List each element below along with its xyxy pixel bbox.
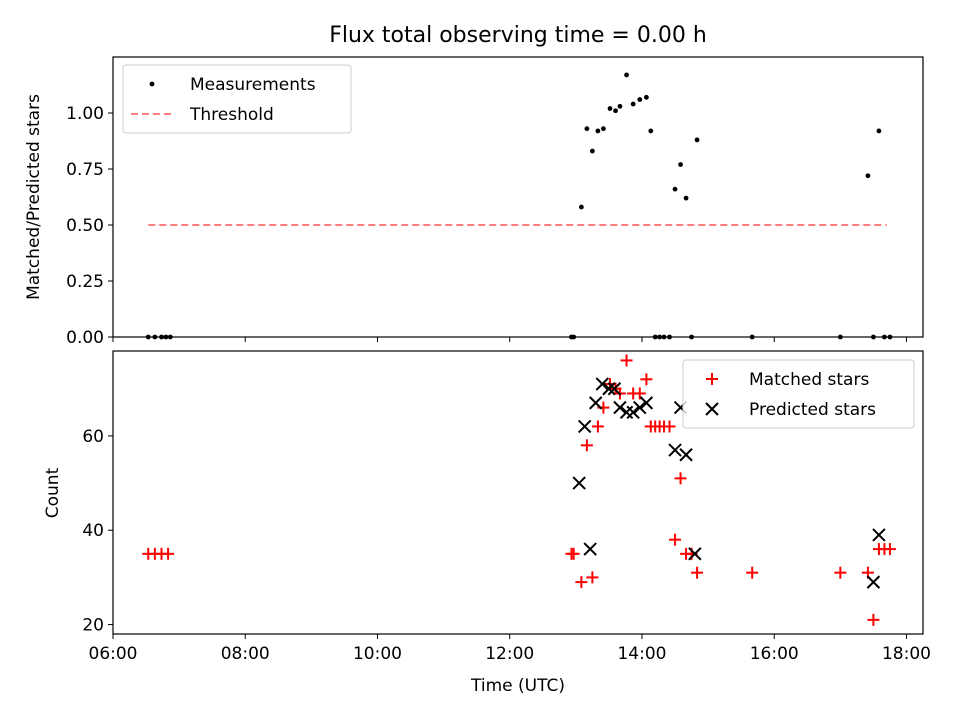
predicted-star-point [688, 547, 702, 561]
measurement-point [601, 126, 606, 132]
predicted-star-point [572, 476, 586, 490]
measurement-point [672, 186, 678, 192]
predicted-star-point [866, 575, 881, 589]
predicted-star-point [872, 528, 886, 542]
figure-title: Flux total observing time = 0.00 h [329, 23, 707, 48]
matched-star-point [162, 547, 175, 560]
matched-star-point [867, 613, 880, 626]
measurement-point [607, 106, 613, 111]
top-legend-frame [122, 64, 352, 134]
bottom-panel-frame [112, 350, 924, 635]
matched-star-point [633, 387, 646, 400]
legend-marker-predicted-stars [705, 402, 719, 416]
y-tick-label: 0.50 [66, 216, 104, 236]
matched-star-point [663, 420, 676, 433]
top-panel-y-axis-label: Matched/Predicted stars [24, 94, 44, 300]
measurement-point [595, 128, 601, 134]
predicted-star-point [679, 448, 693, 462]
measurement-point [630, 101, 636, 107]
y-tick-label: 0.00 [66, 328, 104, 348]
top-panel-frame [112, 56, 924, 338]
y-tick-label: 0.75 [66, 160, 104, 180]
predicted-star-point [607, 382, 622, 396]
legend-marker-measurements [149, 81, 155, 87]
measurement-point [683, 195, 689, 201]
predicted-star-point [595, 377, 610, 391]
predicted-star-point [577, 419, 592, 434]
x-tick-label: 08:00 [221, 644, 270, 664]
measurement-point [648, 128, 654, 134]
matched-star-point [746, 566, 759, 579]
measurement-point [578, 204, 584, 210]
x-tick-label: 12:00 [485, 644, 534, 664]
y-tick-label: 20 [82, 616, 104, 636]
predicted-star-point [602, 382, 616, 396]
y-tick-label: 0.25 [66, 272, 104, 292]
predicted-star-point [639, 396, 654, 410]
legend-label-measurements: Measurements [190, 75, 316, 95]
measurement-point [617, 103, 623, 109]
x-tick-label: 10:00 [353, 644, 402, 664]
x-tick-label: 06:00 [89, 644, 138, 664]
measurement-point [637, 97, 643, 102]
predicted-star-point [626, 405, 640, 420]
measurement-point [613, 108, 618, 114]
bottom-panel-y-axis-label: Count [43, 467, 63, 518]
predicted-star-point [613, 400, 627, 415]
matched-star-point [567, 547, 580, 560]
matched-star-point [640, 373, 653, 386]
y-tick-label: 40 [82, 521, 104, 541]
y-tick-label: 1.00 [66, 104, 104, 124]
matched-star-point [669, 533, 682, 546]
matched-star-point [591, 420, 604, 433]
legend-label-matched-stars: Matched stars [749, 370, 869, 390]
y-tick-label: 60 [82, 427, 104, 447]
matched-star-point [834, 566, 847, 579]
measurement-point [584, 126, 590, 132]
predicted-star-point [633, 400, 647, 415]
predicted-star-point [583, 542, 597, 556]
matched-star-point [674, 472, 687, 485]
bottom-panel: 06:00 08:00 10:00 12:00 14:00 16:00 18:00 20 40 6… [43, 350, 931, 696]
top-panel-ticks: 0.00 0.25 0.50 0.75 1.00 [66, 104, 907, 348]
bottom-panel-x-axis-label: Time (UTC) [470, 676, 565, 696]
x-tick-label: 14:00 [617, 644, 666, 664]
matched-star-point [586, 571, 599, 584]
measurement-point [624, 72, 629, 78]
matched-star-point [620, 354, 633, 367]
predicted-star-point [668, 443, 682, 457]
bottom-panel-ticks: 06:00 08:00 10:00 12:00 14:00 16:00 18:00 20 40 6… [82, 427, 931, 664]
measurement-point [876, 128, 882, 134]
top-panel-legend: Measurements Threshold [122, 64, 352, 134]
x-tick-label: 18:00 [882, 644, 931, 664]
matched-star-point [691, 566, 704, 579]
measurement-point [589, 148, 595, 154]
measurement-point [865, 173, 871, 179]
matched-star-point [580, 439, 593, 452]
bottom-panel-legend: Matched stars Predicted stars [682, 359, 915, 429]
measurement-point [694, 137, 700, 143]
bottom-legend-frame [682, 359, 915, 429]
measurement-point [678, 162, 683, 167]
x-tick-label: 16:00 [750, 644, 799, 664]
matched-star-point [883, 543, 896, 556]
legend-label-predicted-stars: Predicted stars [749, 400, 876, 420]
legend-label-threshold: Threshold [189, 105, 274, 125]
bottom-panel-marks [142, 354, 896, 626]
legend-marker-matched-stars [706, 373, 718, 385]
matched-star-point [575, 576, 588, 589]
measurement-point [643, 94, 649, 100]
predicted-star-point [588, 396, 603, 410]
top-panel: 0.00 0.25 0.50 0.75 1.00 Matched/Predicted s… [24, 56, 924, 348]
